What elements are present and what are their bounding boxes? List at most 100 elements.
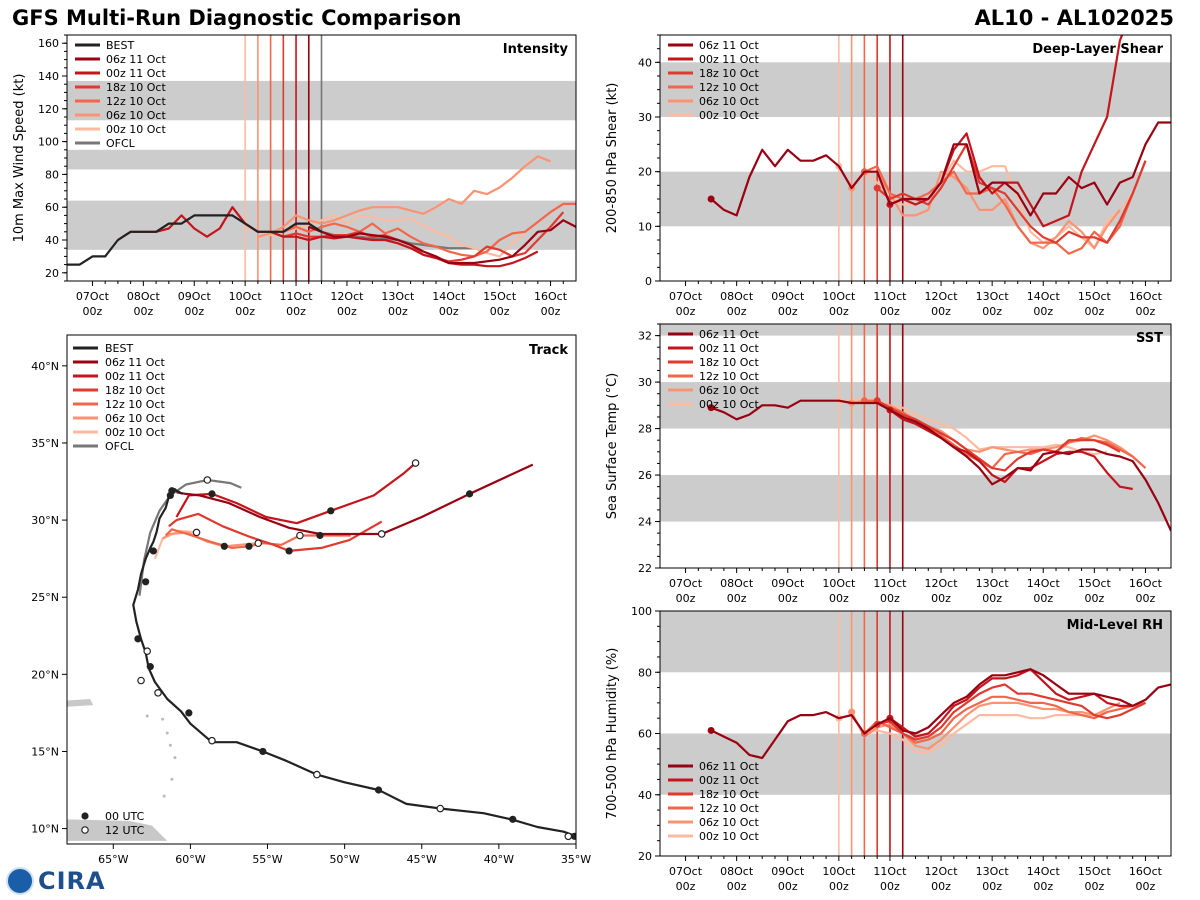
x-tick-label-hour: 00z <box>337 305 357 318</box>
x-tick-label-hour: 00z <box>778 592 798 605</box>
legend-label: 06z 11 Oct <box>699 39 759 52</box>
x-tick-label-hour: 00z <box>727 592 747 605</box>
panel-title: SST <box>1136 331 1163 346</box>
y-tick-label: 40 <box>638 789 652 802</box>
legend-label: 12z 10 Oct <box>699 802 759 815</box>
x-tick-label-hour: 00z <box>880 305 900 318</box>
x-tick-label-hour: 00z <box>778 880 798 893</box>
marker-00utc <box>374 786 383 794</box>
y-tick-label: 30 <box>638 111 652 124</box>
y-tick-label: 60 <box>45 201 59 214</box>
map-background <box>67 335 576 844</box>
legend-label: 06z 10 Oct <box>699 95 759 108</box>
y-tick-label: 25°N <box>31 591 59 604</box>
marker-12utc <box>143 647 152 655</box>
y-tick-label: 160 <box>38 37 59 50</box>
legend-label: 12z 10 Oct <box>699 81 759 94</box>
threshold-band <box>660 324 1171 336</box>
legend-label: 00z 11 Oct <box>106 67 166 80</box>
threshold-band <box>660 475 1171 522</box>
marker-00utc <box>168 487 176 495</box>
series-group <box>707 35 1171 255</box>
x-tick-label-hour: 00z <box>1136 880 1156 893</box>
x-tick-label: 55°W <box>252 853 282 866</box>
marker-00utc <box>208 490 216 498</box>
x-tick-label-date: 13Oct <box>976 577 1010 590</box>
x-tick-label-date: 07Oct <box>669 865 703 878</box>
x-tick-label-date: 10Oct <box>822 865 856 878</box>
land-island <box>161 717 165 721</box>
legend-label: 06z 11 Oct <box>699 760 759 773</box>
y-tick-label: 32 <box>638 330 652 343</box>
legend-label: 18z 10 Oct <box>105 384 165 397</box>
x-tick-label-hour: 00z <box>676 305 696 318</box>
x-tick-label-hour: 00z <box>286 305 306 318</box>
series-line <box>889 409 1133 491</box>
x-tick-label-hour: 00z <box>439 305 459 318</box>
x-tick-label-hour: 00z <box>388 305 408 318</box>
track-series-group <box>132 459 576 841</box>
legend-label-00utc: 00 UTC <box>105 810 145 823</box>
y-tick-label: 40 <box>45 234 59 247</box>
marker-12utc <box>137 676 145 685</box>
legend-label: 00z 11 Oct <box>105 370 165 383</box>
legend-label: 00z 11 Oct <box>699 53 759 66</box>
threshold-band <box>660 62 1171 117</box>
x-tick-label-hour: 00z <box>235 305 255 318</box>
x-tick-label-hour: 00z <box>727 880 747 893</box>
legend-label-12utc: 12 UTC <box>105 824 145 837</box>
y-tick-label: 120 <box>38 103 59 116</box>
y-tick-label: 100 <box>631 605 652 618</box>
x-tick-label-date: 09Oct <box>771 577 805 590</box>
x-tick-label-date: 07Oct <box>76 290 110 303</box>
x-tick-label-date: 13Oct <box>976 290 1010 303</box>
series-start-point <box>707 195 715 203</box>
x-tick-label-date: 08Oct <box>720 865 754 878</box>
y-tick-label: 10 <box>638 220 652 233</box>
legend-label: 00z 10 Oct <box>105 426 165 439</box>
series-start-point <box>707 404 715 412</box>
x-tick-label-hour: 00z <box>778 305 798 318</box>
series-line <box>710 121 1171 217</box>
x-tick-label-hour: 00z <box>727 305 747 318</box>
x-tick-label-date: 14Oct <box>1027 577 1061 590</box>
x-tick-label-date: 15Oct <box>1078 865 1112 878</box>
x-tick-label-hour: 00z <box>490 305 510 318</box>
panel-title: Track <box>529 343 568 358</box>
marker-00utc <box>146 663 154 671</box>
x-tick-label-date: 09Oct <box>771 290 805 303</box>
legend-label: 00z 11 Oct <box>699 342 759 355</box>
marker-12utc <box>564 832 573 841</box>
x-tick-label-hour: 00z <box>1084 305 1104 318</box>
x-tick-label-hour: 00z <box>184 305 204 318</box>
legend-label: 12z 10 Oct <box>106 95 166 108</box>
x-tick-label-date: 13Oct <box>381 290 415 303</box>
x-tick-label-hour: 00z <box>1136 305 1156 318</box>
marker-12utc <box>208 736 216 745</box>
series-group <box>67 155 576 268</box>
marker-12utc <box>154 689 162 697</box>
legend-label: 18z 10 Oct <box>106 81 166 94</box>
legend-label: 06z 11 Oct <box>105 356 165 369</box>
marker-00utc <box>142 578 150 586</box>
land-island <box>162 794 166 798</box>
series-line <box>876 399 1121 472</box>
x-tick-label-date: 14Oct <box>1027 290 1061 303</box>
land-island <box>145 714 149 718</box>
series-start-point <box>848 708 856 716</box>
x-tick-label-date: 10Oct <box>229 290 263 303</box>
legend-label: 06z 11 Oct <box>699 328 759 341</box>
x-tick-label-hour: 00z <box>1084 592 1104 605</box>
y-tick-label: 60 <box>638 728 652 741</box>
x-tick-label: 50°W <box>329 853 359 866</box>
legend-label: 06z 10 Oct <box>699 384 759 397</box>
legend-label: 12z 10 Oct <box>105 398 165 411</box>
y-tick-label: 140 <box>38 70 59 83</box>
y-tick-label: 26 <box>638 469 652 482</box>
legend-label: 18z 10 Oct <box>699 356 759 369</box>
x-tick-label-date: 13Oct <box>976 865 1010 878</box>
x-tick-label-hour: 00z <box>1033 592 1053 605</box>
x-tick-label-date: 16Oct <box>1129 577 1163 590</box>
marker-12utc <box>192 528 201 537</box>
x-tick-label-date: 12Oct <box>925 290 959 303</box>
